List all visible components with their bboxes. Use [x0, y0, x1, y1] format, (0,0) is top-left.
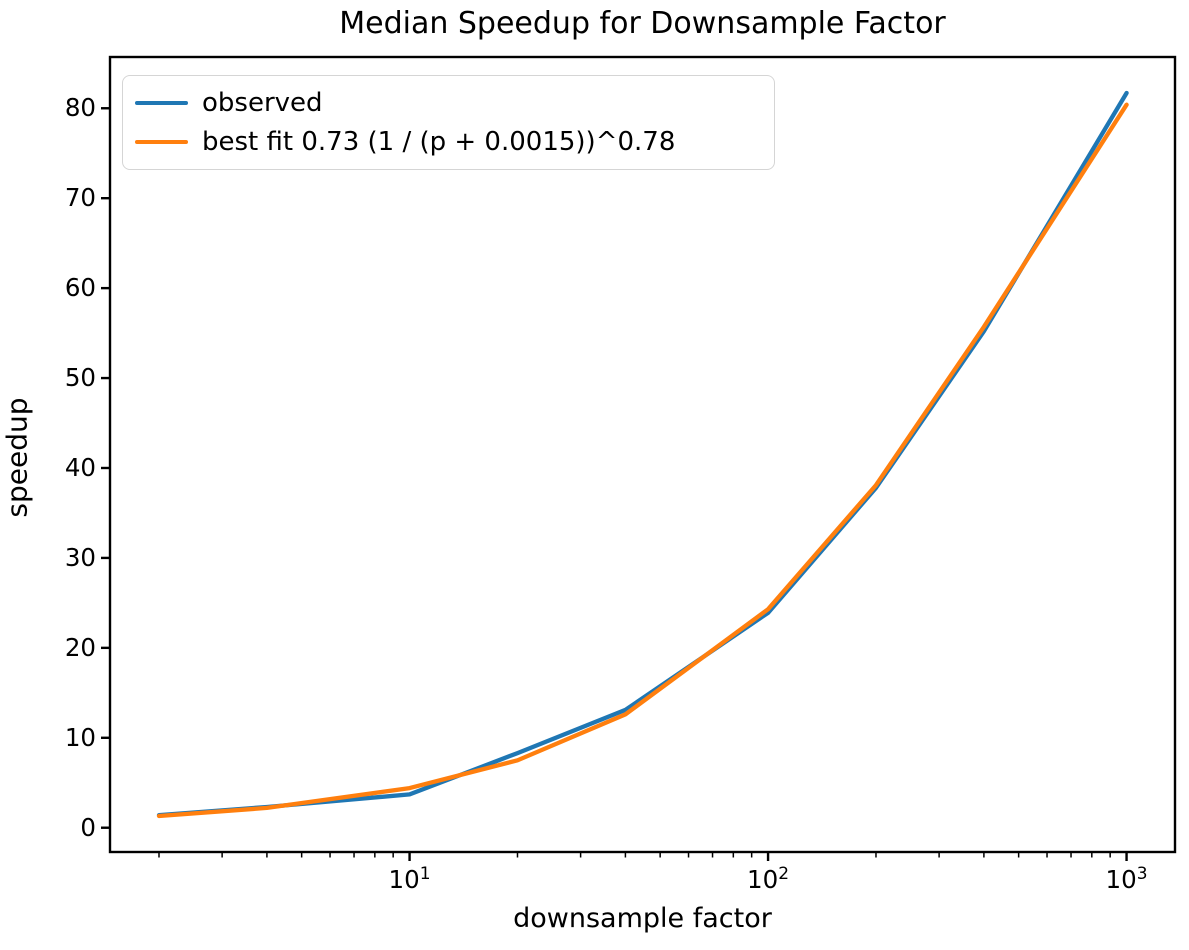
legend-line-sample-best-fit — [135, 139, 188, 145]
series-line-observed — [156, 90, 1129, 818]
chart-title: Median Speedup for Downsample Factor — [339, 6, 946, 41]
legend-label-best-fit: best fit 0.73 (1 / (p + 0.0015))^0.78 — [202, 127, 676, 157]
y-tick-label: 10 — [64, 722, 96, 752]
y-tick-label: 0 — [80, 812, 96, 842]
legend-item-best-fit: best fit 0.73 (1 / (p + 0.0015))^0.78 — [135, 127, 760, 157]
legend-item-observed: observed — [135, 88, 760, 118]
y-tick-label: 20 — [64, 632, 96, 662]
y-tick-label: 40 — [64, 452, 96, 482]
series-line-best — [156, 102, 1129, 819]
legend-label-observed: observed — [202, 88, 323, 118]
x-axis-label: downsample factor — [513, 903, 772, 934]
axes-spines — [108, 55, 1177, 854]
x-tick-label: 101 — [388, 864, 431, 894]
x-tick-label: 103 — [1105, 864, 1148, 894]
y-tick-label: 80 — [64, 93, 96, 123]
legend: observed best fit 0.73 (1 / (p + 0.0015)… — [122, 75, 775, 170]
y-tick-label: 60 — [64, 273, 96, 303]
legend-line-sample-observed — [135, 100, 188, 106]
x-tick-label: 102 — [747, 864, 790, 894]
y-tick-label: 50 — [64, 363, 96, 393]
y-tick-label: 30 — [64, 542, 96, 572]
y-tick-label: 70 — [64, 183, 96, 213]
